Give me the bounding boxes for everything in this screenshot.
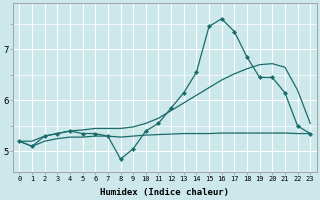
X-axis label: Humidex (Indice chaleur): Humidex (Indice chaleur) [100, 188, 229, 197]
